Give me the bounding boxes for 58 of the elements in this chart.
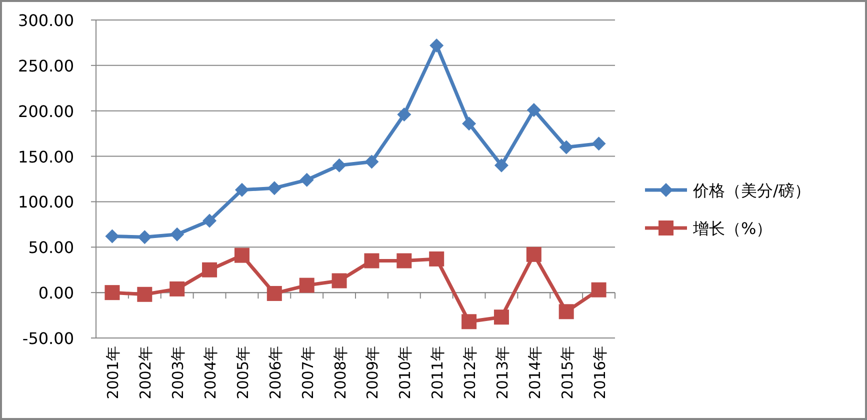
point — [170, 281, 185, 296]
point — [430, 38, 444, 52]
y-tick-label: 200.00 — [18, 102, 74, 121]
y-tick-label: 50.00 — [28, 238, 74, 258]
x-tick-label: 2008年 — [331, 346, 350, 400]
x-tick-label: 2003年 — [169, 346, 188, 400]
legend-label: 增长（%） — [692, 219, 772, 238]
x-tick-label: 2001年 — [104, 346, 122, 400]
point — [559, 140, 574, 154]
point — [267, 181, 282, 196]
x-tick-label: 2006年 — [266, 346, 284, 400]
legend-label: 价格（美分/磅） — [692, 181, 810, 200]
point — [462, 314, 477, 330]
point — [558, 304, 574, 320]
y-tick-label: 150.00 — [18, 147, 74, 166]
x-tick-label: 2013年 — [493, 346, 512, 400]
x-tick-label: 2010年 — [396, 346, 414, 400]
x-tick-label: 2011年 — [428, 346, 447, 400]
point — [591, 282, 606, 298]
x-tick-label: 2014年 — [526, 346, 544, 400]
y-tick-label: -50.00 — [22, 329, 74, 348]
point — [332, 273, 347, 288]
y-tick-label: 0.00 — [38, 284, 74, 303]
point — [397, 107, 412, 122]
x-tick-label: 2009年 — [364, 346, 382, 400]
x-tick-label: 2004年 — [202, 346, 220, 400]
point — [170, 227, 184, 242]
y-tick-label: 300.00 — [18, 11, 74, 30]
point — [364, 253, 380, 268]
point — [234, 182, 249, 197]
point — [137, 286, 152, 302]
point — [526, 246, 542, 262]
point — [592, 136, 606, 151]
x-tick-label: 2012年 — [461, 346, 480, 400]
x-tick-label: 2016年 — [590, 346, 609, 400]
point — [202, 262, 218, 278]
point — [299, 278, 314, 293]
x-tick-label: 2007年 — [298, 346, 317, 400]
x-tick-label: 2002年 — [136, 346, 155, 400]
point — [429, 251, 444, 266]
point — [138, 230, 152, 244]
point — [104, 285, 120, 300]
point — [494, 158, 508, 172]
y-tick-label: 100.00 — [18, 192, 74, 212]
x-tick-label: 2005年 — [234, 346, 252, 400]
x-tick-label: 2015年 — [558, 346, 576, 400]
point — [396, 253, 412, 268]
point — [202, 214, 217, 228]
point — [266, 286, 282, 301]
point — [364, 154, 379, 169]
point — [300, 172, 314, 187]
point — [332, 158, 346, 172]
point — [234, 248, 250, 263]
point — [105, 229, 120, 244]
y-tick-label: 250.00 — [18, 56, 74, 76]
point — [462, 116, 476, 131]
point — [526, 102, 541, 117]
point — [494, 310, 509, 325]
